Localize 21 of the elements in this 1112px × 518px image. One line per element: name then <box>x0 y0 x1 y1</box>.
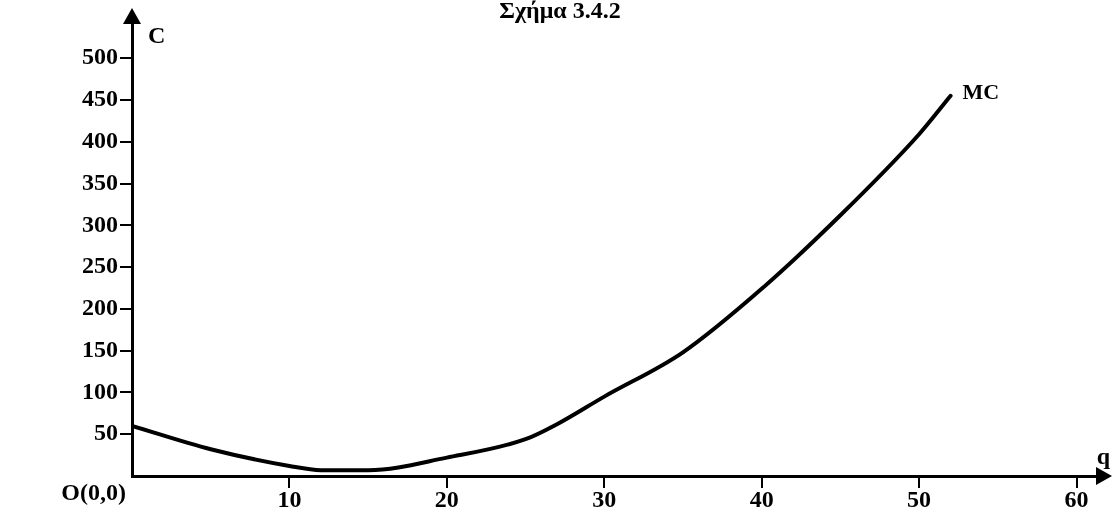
x-axis-title: q <box>1096 443 1111 470</box>
chart-title: Σχήμα 3.4.2 <box>499 0 621 24</box>
y-tick-label: 400 <box>82 126 118 153</box>
y-tick-label: 450 <box>82 85 118 112</box>
y-axis-title: C <box>148 21 166 48</box>
x-tick-label: 10 <box>277 485 302 512</box>
y-tick-label: 50 <box>94 419 118 446</box>
y-tick-label: 350 <box>82 168 118 195</box>
x-tick-label: 50 <box>907 485 932 512</box>
series-label: MC <box>962 79 1000 105</box>
y-tick-label: 250 <box>82 252 118 279</box>
y-tick-label: 300 <box>82 210 118 237</box>
y-tick-label: 500 <box>82 43 118 70</box>
x-tick-label: 60 <box>1064 485 1089 512</box>
y-tick-label: 150 <box>82 335 118 362</box>
y-tick-label: 100 <box>82 377 118 404</box>
x-tick-label: 20 <box>434 485 459 512</box>
y-tick-label: 200 <box>82 294 118 321</box>
x-tick-label: 30 <box>592 485 617 512</box>
text: O(0,0) <box>61 479 126 506</box>
x-tick-label: 40 <box>749 485 774 512</box>
